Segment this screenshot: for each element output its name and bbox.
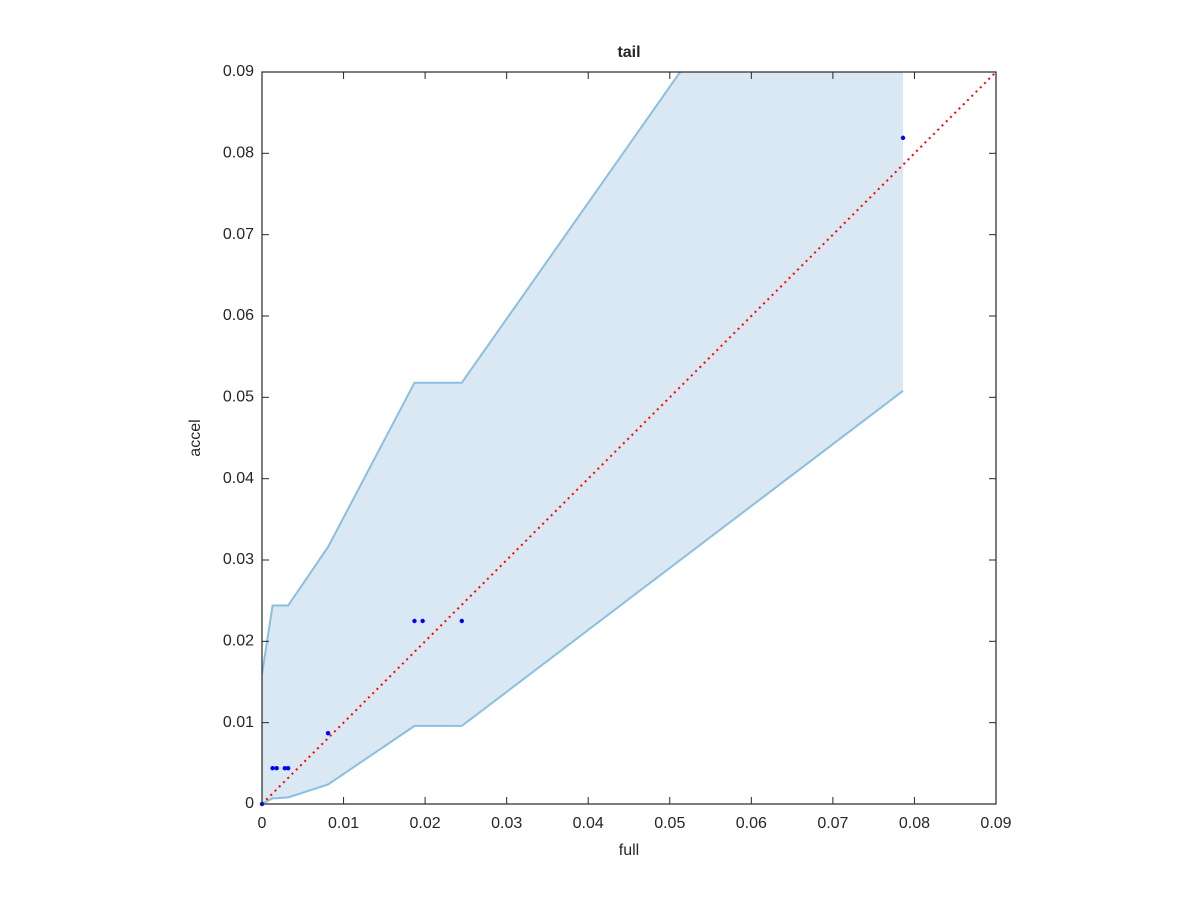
x-tick-label: 0.05	[654, 815, 685, 832]
x-tick-label: 0.02	[410, 815, 441, 832]
point	[325, 731, 331, 736]
y-axis-label: accel	[187, 419, 204, 456]
y-tick-label: 0.02	[223, 633, 254, 650]
x-tick-label: 0.09	[980, 815, 1011, 832]
y-tick-label: 0.05	[223, 389, 254, 406]
point	[459, 618, 465, 624]
x-tick-label: 0.01	[328, 815, 359, 832]
point	[412, 618, 417, 624]
x-tick-label: 0.06	[736, 815, 767, 832]
y-tick-label: 0.09	[223, 63, 254, 80]
band-upper	[262, 72, 682, 675]
y-tick-label: 0.06	[223, 307, 254, 324]
y-tick-label: 0	[245, 795, 254, 812]
point	[270, 766, 275, 771]
y-tick-label: 0.08	[223, 145, 254, 162]
axes-box	[261, 71, 997, 805]
x-axis-label: full	[619, 842, 639, 859]
y-tick-label: 0.01	[223, 714, 254, 731]
x-tick-label: 0.07	[817, 815, 848, 832]
x-tick-label: 0.03	[491, 815, 522, 832]
y-tick-label: 0.03	[223, 551, 254, 568]
point	[274, 766, 279, 771]
point	[285, 766, 291, 771]
point	[900, 135, 906, 141]
x-tick-label: 0	[258, 815, 267, 832]
point	[282, 766, 288, 771]
point	[420, 618, 425, 624]
x-tick-label: 0.08	[899, 815, 930, 832]
band-lower	[262, 390, 904, 804]
chart-title: tail	[617, 44, 640, 61]
y-tick-label: 0.04	[223, 470, 254, 487]
x-tick-label: 0.04	[573, 815, 604, 832]
y-tick-label: 0.07	[223, 226, 254, 243]
